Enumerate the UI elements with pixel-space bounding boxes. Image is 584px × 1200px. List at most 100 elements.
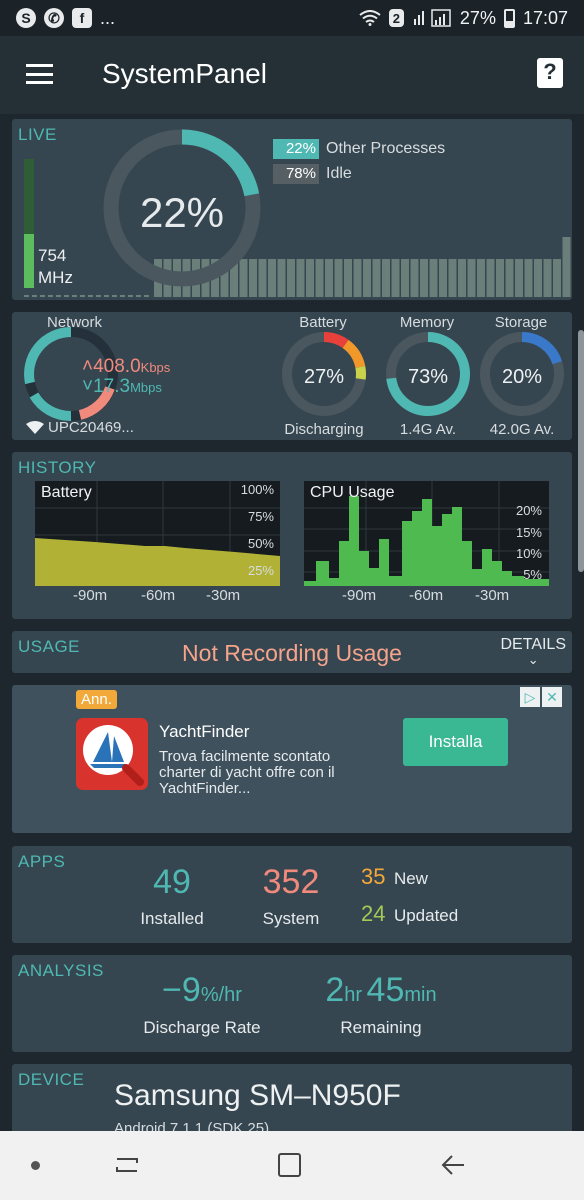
sparkline-bar: [382, 259, 390, 297]
recent-apps-icon[interactable]: [115, 1153, 139, 1177]
memory-gauge-value: 73%: [407, 366, 449, 388]
updated-apps: 24 Updated: [361, 901, 458, 927]
cpu-history-title: CPU Usage: [310, 484, 395, 501]
battery-gauge: [282, 332, 366, 416]
ad-choices-icon[interactable]: ▷: [520, 687, 540, 707]
live-label: LIVE: [18, 125, 57, 144]
cpu-frequency-bar: [24, 159, 34, 288]
battery-x-tick: -30m: [206, 587, 241, 604]
cpu-history-chart[interactable]: CPU Usage 20% 15% 10% 5%: [304, 481, 549, 586]
battery-history-title: Battery: [41, 484, 92, 501]
cpu-frequency-text: 754 MHz: [38, 245, 73, 289]
menu-icon[interactable]: [26, 64, 53, 84]
analysis-card[interactable]: ANALYSIS −9%/hr Discharge Rate 2hr 45min…: [12, 955, 572, 1052]
sparkline-bar: [515, 259, 523, 297]
usage-label: USAGE: [18, 637, 81, 656]
details-button[interactable]: DETAILS ⌄: [501, 636, 567, 666]
remaining-label: Remaining: [340, 1018, 422, 1037]
cpu-y-tick: 10%: [515, 546, 542, 561]
cpu-x-tick: -30m: [475, 587, 510, 604]
sparkline-dash: [96, 295, 101, 297]
whatsapp-icon: ✆: [44, 8, 64, 28]
battery-history-plot: [35, 481, 280, 586]
installed-count: 49: [153, 863, 191, 901]
legend-other-processes-pct: 22%: [273, 139, 319, 159]
new-count: 35: [361, 864, 386, 889]
battery-y-tick: 25%: [247, 563, 274, 578]
device-card[interactable]: DEVICE Samsung SM–N950F Android 7.1.1 (S…: [12, 1064, 572, 1144]
download-speed: ˅17.3Mbps: [82, 376, 162, 398]
facebook-icon: f: [72, 8, 92, 28]
install-button[interactable]: Installa: [403, 718, 508, 766]
sparkline-bar: [467, 259, 476, 297]
usage-card[interactable]: USAGE Not Recording Usage DETAILS ⌄: [12, 631, 572, 673]
wifi-ssid-text: UPC20469...: [48, 419, 134, 436]
device-model: Samsung SM–N950F: [114, 1079, 401, 1112]
sparkline-bar: [353, 259, 362, 297]
download-arrow-icon: ˅: [82, 376, 94, 397]
upload-unit: Kbps: [140, 360, 171, 375]
cpu-sparkline: [24, 237, 571, 297]
sparkline-bar: [220, 259, 229, 297]
device-label: DEVICE: [18, 1070, 85, 1089]
sparkline-bar: [296, 259, 305, 297]
legend-other-processes: 22% Other Processes: [273, 139, 445, 159]
storage-gauge-title: Storage: [494, 314, 548, 331]
sparkline-dash: [24, 295, 29, 297]
network-ring: [24, 327, 118, 422]
back-icon[interactable]: [440, 1153, 466, 1177]
sparkline-bar: [496, 259, 504, 297]
battery-x-tick: -60m: [141, 587, 176, 604]
sparkline-dash: [120, 295, 125, 297]
ad-controls: ▷ ✕: [520, 687, 562, 707]
storage-gauge-available: 42.0G Av.: [489, 421, 555, 438]
sparkline-bar: [486, 259, 495, 297]
sparkline-bar: [363, 259, 371, 297]
ad-banner[interactable]: Ann. ▷ ✕ YachtFinder Trova facilmente sc…: [12, 685, 572, 833]
sparkline-bar: [315, 259, 324, 297]
storage-gauge-value: 20%: [501, 366, 543, 388]
battery-history-area: [35, 538, 280, 586]
sparkline-dash: [56, 295, 61, 297]
close-icon[interactable]: ✕: [542, 687, 562, 707]
sparkline-bar: [458, 259, 466, 297]
legend-idle-label: Idle: [326, 165, 352, 182]
home-icon[interactable]: [278, 1153, 301, 1177]
network-label: Network: [47, 314, 103, 331]
discharge-rate: −9%/hr: [132, 971, 272, 1010]
live-card[interactable]: LIVE 754 MHz 22% 22% Other Processes 78%…: [12, 119, 572, 300]
wifi-icon: [26, 421, 44, 434]
measures-card[interactable]: Network ˄408.0Kbps ˅17.3Mbps UPC20469...…: [12, 312, 572, 440]
sparkline-bar: [268, 259, 276, 297]
battery-y-tick: 75%: [247, 509, 274, 524]
download-unit: Mbps: [130, 380, 162, 395]
sparkline-dash: [136, 295, 141, 297]
sparkline-bar: [391, 259, 400, 297]
sparkline-dash: [112, 295, 117, 297]
wifi-icon: [359, 10, 381, 26]
apps-label: APPS: [18, 852, 66, 871]
legend-idle: 78% Idle: [273, 164, 352, 184]
scrollbar[interactable]: [578, 330, 584, 572]
battery-gauge-status: Discharging: [284, 421, 364, 438]
ad-app-icon[interactable]: [76, 718, 148, 790]
memory-gauge-title: Memory: [399, 314, 455, 331]
details-label: DETAILS: [500, 636, 567, 653]
help-icon[interactable]: ?: [537, 58, 563, 88]
remaining-time: 2hr 45min: [302, 971, 460, 1010]
nav-dot-icon[interactable]: [31, 1161, 40, 1170]
history-card[interactable]: HISTORY Battery 100% 75% 50% 25% -90m -6…: [12, 452, 572, 619]
sparkline-bar: [429, 259, 438, 297]
legend-other-processes-label: Other Processes: [326, 140, 446, 157]
sparkline-dash: [144, 295, 149, 297]
sparkline-bar: [543, 259, 552, 297]
apps-card[interactable]: APPS 49 Installed 352 System 35 New 24 U…: [12, 846, 572, 943]
battery-history-chart[interactable]: Battery 100% 75% 50% 25%: [35, 481, 280, 586]
remaining-hours-unit: hr: [344, 984, 363, 1006]
legend-idle-pct: 78%: [273, 164, 319, 184]
new-label: New: [393, 869, 428, 888]
remaining-minutes-unit: min: [404, 984, 437, 1006]
sparkline-dash: [128, 295, 133, 297]
cpu-y-tick: 15%: [515, 525, 542, 540]
sparkline-dash: [72, 295, 77, 297]
